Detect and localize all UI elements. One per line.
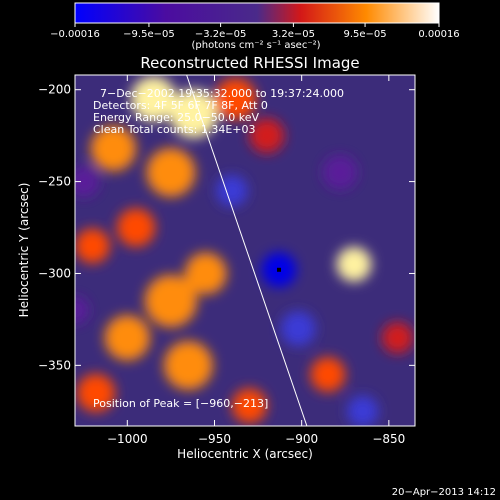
plot-frame	[74, 74, 416, 427]
heatmap-blob	[75, 228, 110, 264]
x-tick-label: −850	[372, 432, 405, 446]
y-axis-label: Heliocentric Y (arcsec)	[17, 183, 31, 318]
solar-limb-line	[186, 75, 308, 426]
colorbar-tick-label: 9.5e−05	[343, 29, 386, 40]
heatmap-blob	[216, 175, 248, 207]
colorbar-tick-label: 3.2e−05	[272, 29, 315, 40]
y-tick-label: −300	[38, 266, 71, 280]
colorbar	[74, 2, 440, 24]
heatmap-blob	[249, 118, 285, 154]
heatmap-blob	[76, 373, 116, 413]
colorbar-ticks: −0.00016 −9.5e−05 −3.2e−05 3.2e−05 9.5e−05 0.…	[50, 23, 460, 40]
heatmap-blob	[280, 311, 316, 347]
heatmap-blob	[90, 125, 137, 172]
heatmap-blob	[322, 154, 358, 190]
clean-annotation: Clean Total counts: 1.34E+03	[93, 123, 256, 136]
heatmap-blob	[214, 77, 257, 120]
heatmap-blob	[104, 315, 150, 361]
x-tick-label: −1000	[107, 432, 148, 446]
heatmap-blob	[130, 76, 177, 122]
heatmap-blob	[146, 147, 196, 197]
heatmap-blob	[231, 388, 267, 424]
heatmap-blob	[310, 357, 346, 392]
heatmap-blobs	[75, 76, 414, 426]
colorbar-tick-label: −9.5e−05	[123, 29, 175, 40]
heatmap-blob	[336, 246, 372, 282]
x-axis-label: Heliocentric X (arcsec)	[177, 447, 313, 461]
heatmap-blob	[75, 165, 100, 198]
y-tick-label: −350	[38, 358, 71, 372]
heatmap-blob	[116, 208, 156, 247]
heatmap-blob	[347, 395, 379, 426]
x-tick-label: −900	[285, 432, 318, 446]
colorbar-tick-label: −0.00016	[50, 29, 100, 40]
peak-marker	[277, 267, 281, 272]
time-range-annotation: 7−Dec−2002 19:35:32.000 to 19:37:24.000	[100, 87, 345, 100]
energy-annotation: Energy Range: 25.0−50.0 keV	[93, 111, 260, 124]
heatmap-blob	[169, 89, 218, 139]
colorbar-tick-label: 0.00016	[418, 29, 459, 40]
footer-timestamp: 20−Apr−2013 14:12	[392, 487, 496, 498]
x-tick-label: −950	[198, 432, 231, 446]
axis-ticks: −1000 −950 −900 −850 −200 −250 −300 −350	[38, 75, 415, 446]
colorbar-unit-label: (photons cm⁻² s⁻¹ asec⁻²)	[191, 40, 320, 51]
heatmap-blob	[163, 340, 213, 390]
heatmap-blob	[184, 252, 227, 295]
y-tick-label: −250	[38, 175, 71, 189]
peak-position-annotation: Position of Peak = [−960,−213]	[93, 397, 269, 410]
detectors-annotation: Detectors: 4F 5F 6F 7F 8F, Att 0	[93, 99, 268, 112]
heatmap-blob	[144, 274, 198, 328]
y-tick-label: −200	[38, 83, 71, 97]
colorbar-tick-label: −3.2e−05	[195, 29, 247, 40]
heatmap-blob	[381, 322, 414, 354]
chart-title: Reconstructed RHESSI Image	[140, 54, 359, 72]
heatmap-blob	[75, 296, 89, 325]
